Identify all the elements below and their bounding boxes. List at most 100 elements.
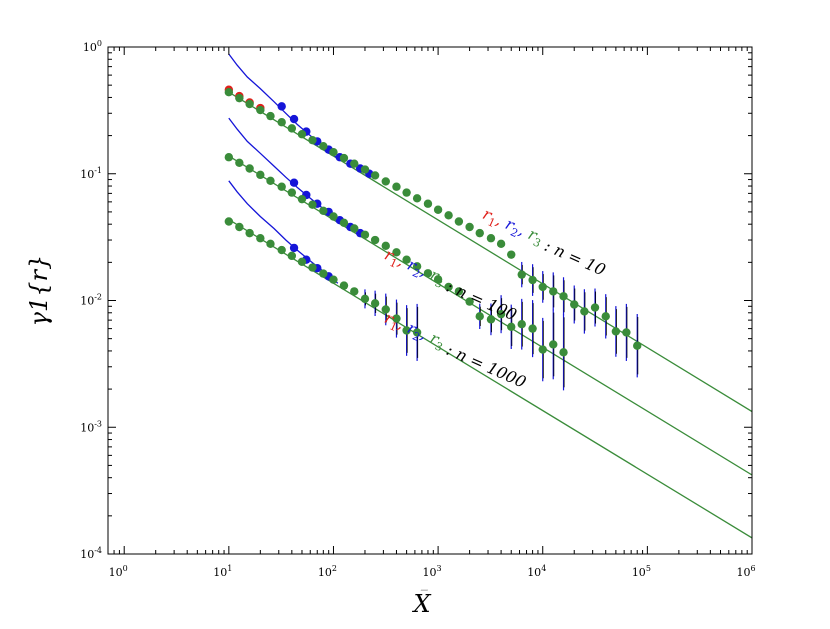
- data-point-r3-n100: [339, 218, 349, 228]
- y-axis-label: γ1{r}: [25, 255, 53, 327]
- data-point-r3-n10: [370, 171, 380, 180]
- data-point-r3-n1000: [360, 294, 370, 304]
- data-point-r3-n10: [601, 312, 610, 321]
- data-point-r3-n10: [507, 250, 516, 259]
- data-point-r3-n10: [319, 141, 328, 151]
- data-point-r3-n10: [402, 188, 411, 197]
- data-point-r3-n100: [329, 212, 338, 221]
- data-point-r3-n10: [360, 165, 370, 174]
- data-point-r3-n10: [528, 275, 537, 285]
- data-point-r3-n100: [549, 340, 558, 349]
- data-point-r3-n10: [224, 87, 234, 97]
- data-point-r2-n10: [277, 102, 286, 111]
- data-point-r3-n10: [454, 217, 464, 226]
- data-point-r2-n100: [289, 178, 299, 187]
- x-tick-label: 105: [632, 564, 651, 579]
- tick-labels-layer: 100 101 102 103 104 105 106 10-4 10-3 10-2 10-1 100: [80, 39, 755, 579]
- data-point-r3-n1000: [266, 239, 275, 249]
- data-point-r3-n100: [486, 315, 496, 324]
- data-point-r3-n10: [633, 341, 642, 350]
- data-point-r3-n100: [507, 322, 516, 332]
- data-point-r3-n100: [423, 269, 433, 278]
- data-point-r3-n10: [423, 199, 433, 208]
- data-point-r3-n100: [297, 194, 307, 204]
- y-tick-label: 10-4: [80, 546, 102, 561]
- y-tick-label: 10-2: [80, 293, 102, 308]
- data-point-r3-n1000: [381, 305, 390, 314]
- data-point-r3-n10: [256, 105, 265, 115]
- data-point-r3-n10: [580, 307, 589, 316]
- data-points-layer: [224, 85, 642, 357]
- data-point-r3-n10: [538, 282, 547, 292]
- y-tick-label: 10-3: [80, 419, 102, 434]
- data-point-r3-n10: [549, 287, 558, 296]
- data-point-r3-n10: [266, 111, 275, 121]
- data-point-r3-n10: [412, 194, 422, 203]
- data-point-r3-n10: [308, 135, 317, 145]
- fit-line-n1000: [228, 219, 752, 539]
- data-point-r3-n100: [224, 153, 234, 162]
- data-point-r3-n10: [496, 239, 506, 249]
- y-tick-label: 100: [83, 39, 102, 54]
- data-point-r3-n100: [496, 309, 506, 319]
- data-point-r3-n10: [329, 147, 338, 157]
- data-point-r3-n100: [528, 324, 537, 333]
- ticks-layer: [107, 46, 753, 555]
- data-point-r3-n10: [559, 292, 568, 301]
- data-point-r3-n100: [256, 170, 265, 180]
- data-point-r3-n100: [287, 188, 297, 197]
- data-point-r3-n1000: [402, 326, 411, 335]
- data-point-r3-n10: [444, 211, 453, 220]
- data-point-r3-n1000: [329, 275, 338, 284]
- data-point-r3-n100: [277, 182, 286, 191]
- data-point-r3-n100: [517, 320, 526, 329]
- data-point-r3-n1000: [339, 281, 349, 290]
- data-point-r3-n10: [611, 327, 621, 336]
- data-point-r3-n100: [245, 164, 254, 173]
- data-point-r3-n10: [235, 93, 244, 103]
- x-tick-label: 102: [318, 564, 337, 579]
- data-point-r3-n10: [433, 205, 443, 214]
- data-point-r3-n1000: [392, 314, 401, 323]
- data-point-r3-n100: [319, 206, 328, 216]
- theory-curve-n100: [228, 117, 339, 221]
- x-axis-label: X̄: [411, 590, 431, 618]
- data-point-r3-n1000: [287, 251, 297, 261]
- data-point-r3-n100: [350, 224, 359, 233]
- data-point-r3-n10: [622, 328, 631, 337]
- fit-line-n10: [228, 91, 752, 413]
- data-point-r3-n1000: [256, 234, 265, 243]
- x-tick-label: 101: [213, 564, 232, 579]
- data-point-r3-n1000: [245, 228, 254, 238]
- data-point-r3-n100: [412, 262, 422, 271]
- data-point-r3-n100: [360, 230, 370, 239]
- data-point-r3-n1000: [277, 245, 286, 255]
- data-point-r3-n100: [381, 241, 390, 251]
- data-point-r3-n10: [245, 99, 254, 109]
- data-point-r3-n10: [486, 234, 496, 243]
- data-point-r3-n1000: [308, 263, 317, 272]
- data-point-r3-n1000: [412, 328, 422, 337]
- x-tick-label: 106: [736, 564, 755, 579]
- data-point-r3-n1000: [235, 222, 244, 232]
- data-point-r3-n100: [444, 282, 453, 292]
- data-point-r3-n100: [454, 287, 464, 296]
- data-point-r3-n10: [339, 153, 349, 163]
- data-point-r2-n1000: [289, 243, 299, 253]
- data-point-r3-n100: [370, 235, 380, 245]
- data-point-r3-n10: [570, 300, 579, 309]
- x-tick-label: 100: [109, 564, 128, 579]
- data-point-r3-n10: [392, 182, 401, 191]
- data-point-r3-n10: [350, 159, 359, 168]
- data-point-r3-n10: [590, 303, 600, 312]
- data-point-r3-n1000: [350, 287, 359, 296]
- data-point-r3-n100: [475, 312, 484, 321]
- data-point-r3-n10: [277, 118, 286, 127]
- data-point-r3-n100: [266, 176, 275, 185]
- x-tick-label: 104: [527, 564, 546, 579]
- data-point-r3-n1000: [297, 257, 307, 266]
- data-point-r3-n100: [465, 297, 474, 306]
